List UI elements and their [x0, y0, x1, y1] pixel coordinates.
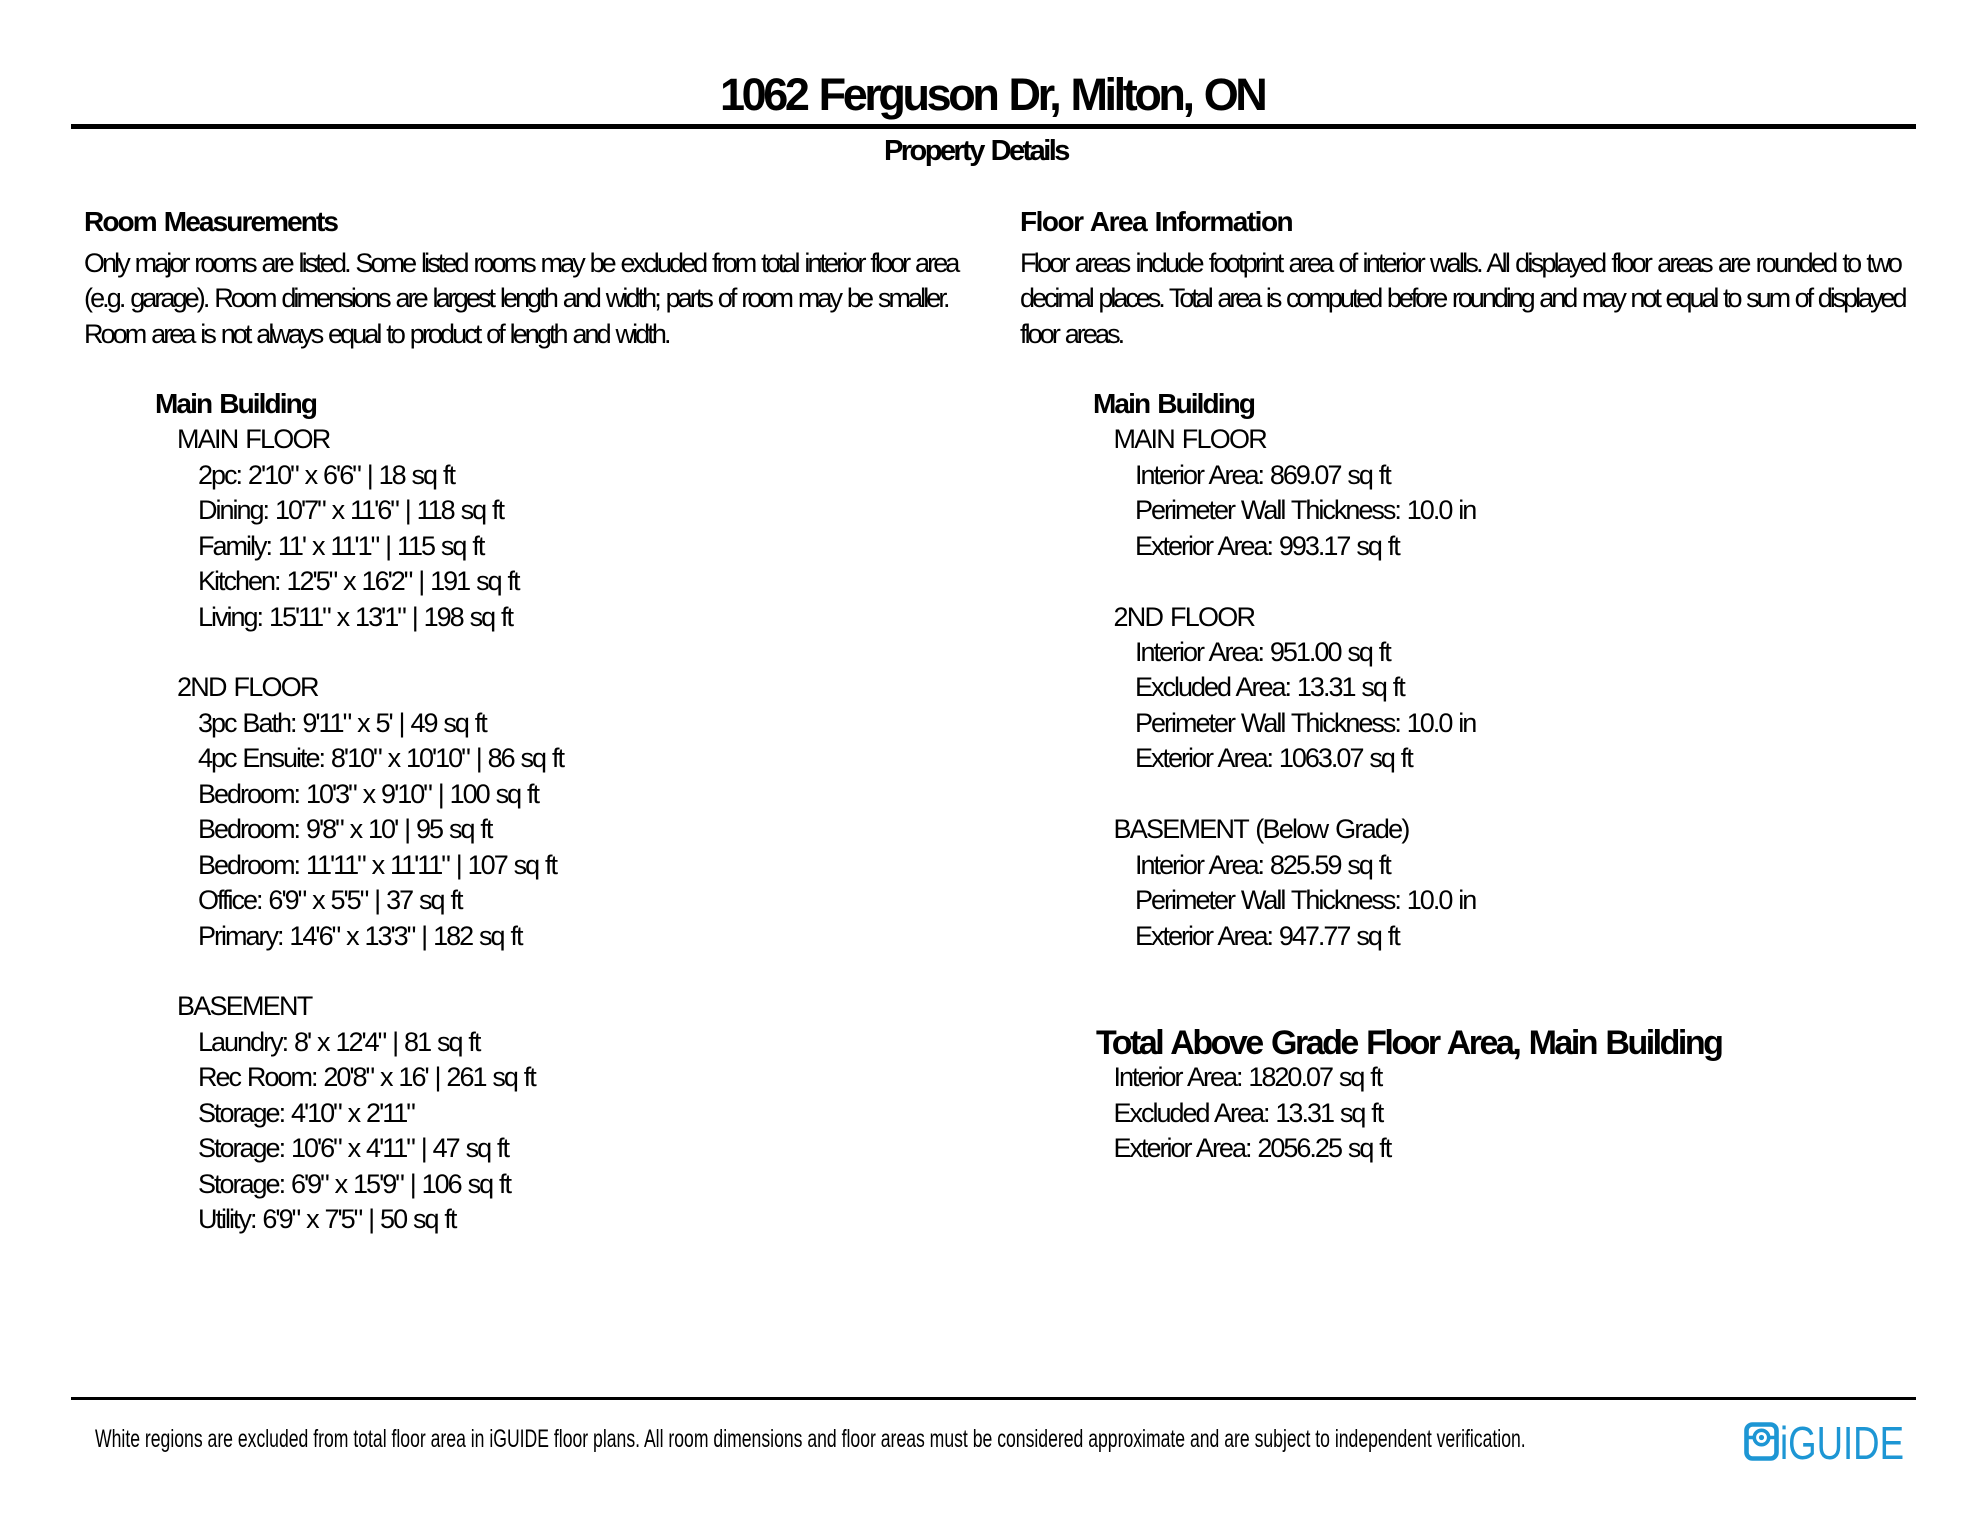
svg-text:iGUIDE: iGUIDE	[1780, 1421, 1904, 1463]
